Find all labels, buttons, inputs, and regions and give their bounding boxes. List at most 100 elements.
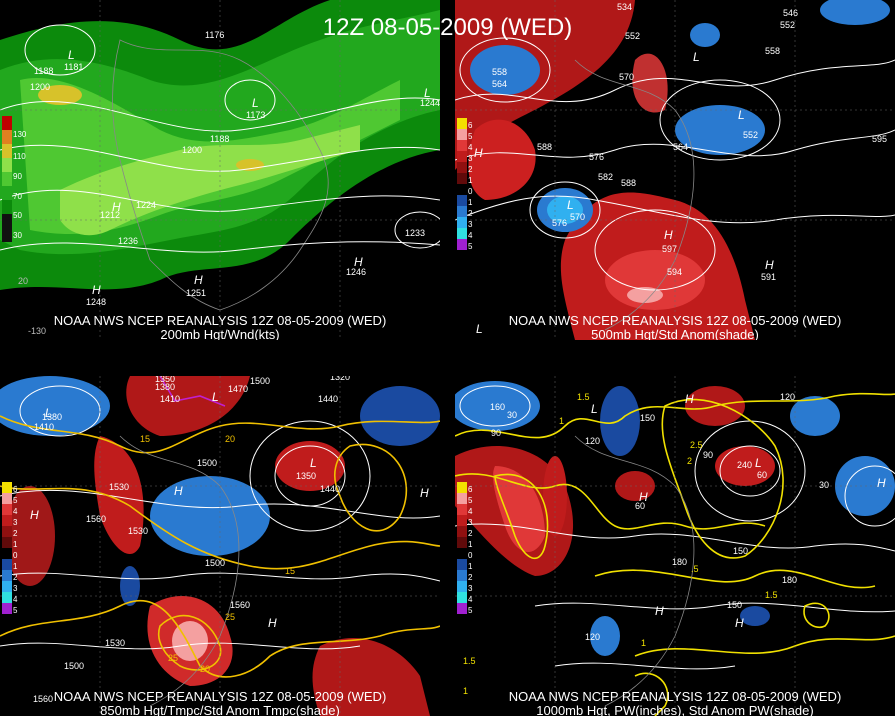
anomaly-positive (5, 486, 55, 586)
contour-label: 1188 (34, 66, 54, 76)
wind-legend (2, 116, 12, 242)
height-contours (0, 385, 440, 650)
high-pressure-center: H (639, 490, 648, 504)
contour-label: 1188 (210, 134, 230, 144)
lon-tick: -130 (28, 326, 47, 336)
legend-value: 3 (13, 518, 18, 527)
contour-label: 1350 (155, 376, 176, 384)
contour-label: 1236 (118, 236, 139, 246)
contour-label: 1500 (197, 458, 218, 468)
low-pressure-center: L (476, 322, 483, 336)
pw-label: 1 (463, 686, 469, 696)
panel-subcaption: 850mb Hgt/Tmpc/Std Anom Tmpc(shade) (100, 703, 340, 716)
high-pressure-center: H (30, 508, 39, 522)
legend-value: 6 (13, 485, 18, 494)
contour-label: 1380 (42, 412, 63, 422)
contour-label: 576 (589, 152, 605, 162)
anomaly-positive (715, 446, 775, 486)
low-pressure-center: L (755, 456, 762, 470)
low-pressure-center: L (693, 50, 700, 64)
legend-value: 2 (13, 529, 18, 538)
panel-subcaption: 500mb Hgt/Std Anom(shade) (591, 327, 759, 341)
contour-label: 570 (570, 212, 586, 222)
anomaly-negative (150, 476, 270, 556)
panel-subcaption: 200mb Hgt/Wnd(kts) (160, 327, 280, 341)
anomaly-negative (600, 386, 640, 456)
legend-value: 70 (13, 192, 22, 201)
panel-200mb: 130 110 90 70 50 30 1176 1188 1200 1181 … (0, 0, 440, 340)
temperature-contours (0, 415, 440, 678)
legend-value: 1 (468, 562, 473, 571)
panel-caption: NOAA NWS NCEP REANALYSIS 12Z 08-05-2009 … (508, 313, 842, 328)
temperature-label: 15 (285, 566, 296, 576)
legend-value: 4 (13, 507, 18, 516)
high-pressure-center: H (112, 200, 121, 214)
legend-value: 3 (13, 584, 18, 593)
contour-label: 1560 (33, 694, 54, 704)
contour-label: 588 (621, 178, 637, 188)
anomaly-negative (360, 386, 440, 446)
map-850mb (0, 376, 440, 716)
contour-label: 1233 (405, 228, 426, 238)
anomaly-positive-peak (627, 287, 663, 303)
high-pressure-center: H (765, 258, 774, 272)
contour-label: 552 (743, 130, 759, 140)
wind-shade-110b (236, 159, 264, 171)
legend-value: 2 (468, 529, 473, 538)
height-contours (0, 24, 440, 253)
contour-label: 582 (598, 172, 614, 182)
contour-label: 546 (783, 8, 799, 18)
panel-caption: NOAA NWS NCEP REANALYSIS 12Z 08-05-2009 … (508, 689, 842, 704)
contour-label: 594 (667, 267, 683, 277)
pw-label: 1 (559, 416, 565, 426)
continent-outline (112, 39, 329, 311)
legend-value: 90 (13, 172, 22, 181)
map-1000mb (455, 376, 895, 716)
legend-value: 3 (468, 220, 473, 229)
contour-label: 60 (757, 470, 768, 480)
anomaly-negative (470, 45, 540, 95)
legend-value: 130 (13, 130, 27, 139)
high-pressure-center: H (268, 616, 277, 630)
contour-label: 570 (619, 72, 635, 82)
contour-label: 30 (507, 410, 518, 420)
contour-label: 30 (819, 480, 830, 490)
wind-shade-110 (38, 85, 82, 105)
legend-value: 0 (468, 187, 473, 196)
pw-label: 1 (641, 638, 647, 648)
contour-label: 1251 (186, 288, 207, 298)
legend-value: 6 (468, 121, 473, 130)
temperature-label: 25 (225, 612, 236, 622)
contour-label: 120 (585, 436, 601, 446)
legend-value: 1 (468, 176, 473, 185)
contour-label: 1530 (109, 482, 130, 492)
legend-value: 3 (468, 518, 473, 527)
contour-label: 1530 (105, 638, 126, 648)
high-pressure-center: H (735, 616, 744, 630)
contour-label: 1410 (34, 422, 55, 432)
contour-label: 1380 (155, 382, 176, 392)
anomaly-positive (126, 376, 250, 436)
contour-label: 1440 (318, 394, 339, 404)
contour-label: 1530 (128, 526, 149, 536)
high-pressure-center: H (685, 392, 694, 406)
lat-lon-grid (455, 0, 895, 340)
low-pressure-center: L (738, 108, 745, 122)
legend-value: 2 (468, 165, 473, 174)
legend-value: 110 (13, 152, 26, 161)
anomaly-positive (312, 637, 430, 716)
map-500mb (455, 0, 895, 340)
legend-value: 4 (468, 507, 473, 516)
anomaly-positive (468, 119, 536, 200)
contour-label: 1320 (330, 376, 351, 382)
panel-1000mb: 6 5 4 3 2 1 0 1 2 3 4 5 160 30 90 120 15… (455, 376, 895, 716)
legend-value: 5 (13, 496, 18, 505)
pw-label: .5 (691, 564, 699, 574)
legend-value: 3 (468, 584, 473, 593)
low-pressure-center: L (424, 86, 431, 100)
high-pressure-center: H (92, 283, 101, 297)
temperature-label: 25 (168, 653, 179, 663)
anomaly-negative (790, 396, 840, 436)
legend-value: 1 (468, 198, 473, 207)
continent-outline (574, 59, 695, 331)
